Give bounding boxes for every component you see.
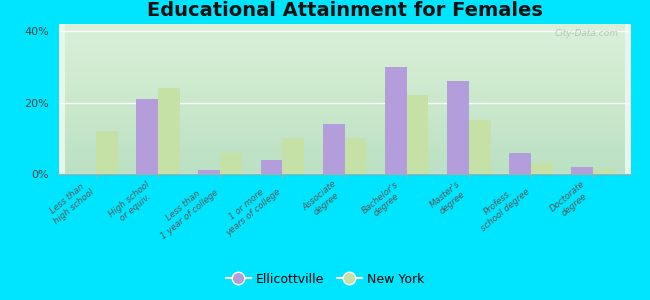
- Bar: [385, 67, 407, 174]
- Bar: [198, 170, 220, 174]
- Bar: [447, 81, 469, 174]
- Bar: [593, 169, 615, 174]
- Text: City-Data.com: City-Data.com: [555, 28, 619, 38]
- Bar: [531, 163, 552, 174]
- Bar: [261, 160, 282, 174]
- Bar: [469, 120, 491, 174]
- Bar: [571, 167, 593, 174]
- Bar: [344, 138, 366, 174]
- Bar: [220, 153, 242, 174]
- Bar: [136, 99, 158, 174]
- Legend: Ellicottville, New York: Ellicottville, New York: [221, 268, 429, 291]
- Bar: [158, 88, 180, 174]
- Bar: [96, 131, 118, 174]
- Bar: [323, 124, 345, 174]
- Bar: [407, 95, 428, 174]
- Title: Educational Attainment for Females: Educational Attainment for Females: [146, 1, 543, 20]
- Bar: [509, 153, 531, 174]
- Bar: [282, 138, 304, 174]
